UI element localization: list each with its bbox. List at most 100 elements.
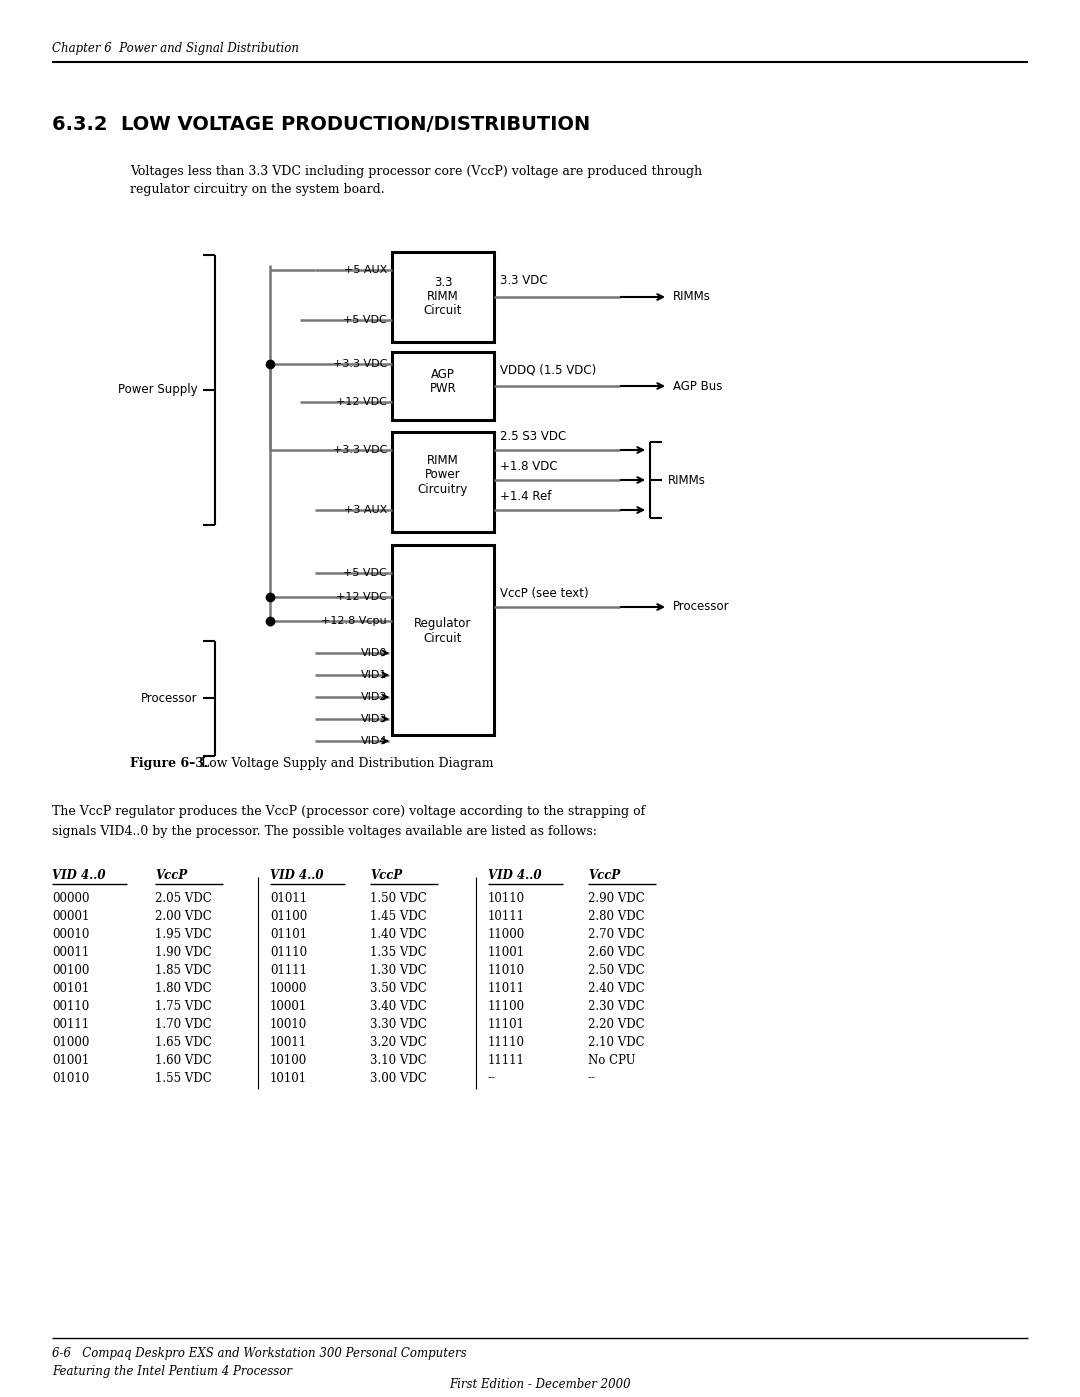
Text: 6-6   Compaq Deskpro EXS and Workstation 300 Personal Computers: 6-6 Compaq Deskpro EXS and Workstation 3… bbox=[52, 1347, 467, 1359]
Text: +5 VDC: +5 VDC bbox=[343, 569, 387, 578]
Text: 2.5 S3 VDC: 2.5 S3 VDC bbox=[500, 429, 566, 443]
Text: 01110: 01110 bbox=[270, 946, 307, 958]
Text: 1.50 VDC: 1.50 VDC bbox=[370, 891, 427, 904]
Text: 2.10 VDC: 2.10 VDC bbox=[588, 1035, 645, 1049]
Text: 00011: 00011 bbox=[52, 946, 90, 958]
Text: VID 4..0: VID 4..0 bbox=[488, 869, 541, 882]
Text: Processor: Processor bbox=[673, 601, 730, 613]
Text: 10101: 10101 bbox=[270, 1071, 307, 1084]
Text: 00101: 00101 bbox=[52, 982, 90, 995]
Text: 10011: 10011 bbox=[270, 1035, 307, 1049]
Text: 1.45 VDC: 1.45 VDC bbox=[370, 909, 427, 922]
Text: Circuit: Circuit bbox=[423, 631, 462, 644]
Bar bbox=[392, 251, 494, 342]
Text: 11100: 11100 bbox=[488, 999, 525, 1013]
Text: The VccP regulator produces the VccP (processor core) voltage according to the s: The VccP regulator produces the VccP (pr… bbox=[52, 806, 645, 819]
Text: 01111: 01111 bbox=[270, 964, 307, 977]
Text: 3.50 VDC: 3.50 VDC bbox=[370, 982, 427, 995]
Text: 1.90 VDC: 1.90 VDC bbox=[156, 946, 212, 958]
Text: 10010: 10010 bbox=[270, 1017, 307, 1031]
Text: 2.40 VDC: 2.40 VDC bbox=[588, 982, 645, 995]
Text: 3.3 VDC: 3.3 VDC bbox=[500, 274, 548, 288]
Text: Low Voltage Supply and Distribution Diagram: Low Voltage Supply and Distribution Diag… bbox=[193, 757, 494, 770]
Text: RIMM: RIMM bbox=[427, 454, 459, 467]
Text: --: -- bbox=[488, 1071, 496, 1084]
Text: 01011: 01011 bbox=[270, 891, 307, 904]
Text: 00110: 00110 bbox=[52, 999, 90, 1013]
Text: 6.3.2  LOW VOLTAGE PRODUCTION/DISTRIBUTION: 6.3.2 LOW VOLTAGE PRODUCTION/DISTRIBUTIO… bbox=[52, 116, 591, 134]
Text: VDDQ (1.5 VDC): VDDQ (1.5 VDC) bbox=[500, 363, 596, 377]
Text: 10001: 10001 bbox=[270, 999, 307, 1013]
Text: VID2: VID2 bbox=[361, 692, 387, 703]
Bar bbox=[392, 352, 494, 420]
Text: 10111: 10111 bbox=[488, 909, 525, 922]
Text: signals VID4..0 by the processor. The possible voltages available are listed as : signals VID4..0 by the processor. The po… bbox=[52, 826, 597, 838]
Text: 1.35 VDC: 1.35 VDC bbox=[370, 946, 427, 958]
Text: RIMMs: RIMMs bbox=[673, 291, 711, 303]
Text: Figure 6–3.: Figure 6–3. bbox=[130, 757, 208, 770]
Text: VID3: VID3 bbox=[361, 714, 387, 724]
Text: +3 AUX: +3 AUX bbox=[343, 504, 387, 515]
Text: 3.10 VDC: 3.10 VDC bbox=[370, 1053, 427, 1066]
Bar bbox=[392, 545, 494, 735]
Text: VID0: VID0 bbox=[361, 648, 387, 658]
Text: +12 VDC: +12 VDC bbox=[336, 397, 387, 407]
Text: AGP: AGP bbox=[431, 367, 455, 380]
Text: VccP: VccP bbox=[156, 869, 187, 882]
Text: Circuitry: Circuitry bbox=[418, 483, 469, 496]
Text: VID1: VID1 bbox=[361, 671, 387, 680]
Text: VID 4..0: VID 4..0 bbox=[270, 869, 324, 882]
Text: 1.65 VDC: 1.65 VDC bbox=[156, 1035, 212, 1049]
Text: 00111: 00111 bbox=[52, 1017, 90, 1031]
Text: 11111: 11111 bbox=[488, 1053, 525, 1066]
Text: +5 AUX: +5 AUX bbox=[343, 265, 387, 275]
Text: +12 VDC: +12 VDC bbox=[336, 592, 387, 602]
Text: 2.30 VDC: 2.30 VDC bbox=[588, 999, 645, 1013]
Text: 11001: 11001 bbox=[488, 946, 525, 958]
Text: 1.95 VDC: 1.95 VDC bbox=[156, 928, 212, 940]
Text: 2.70 VDC: 2.70 VDC bbox=[588, 928, 645, 940]
Text: Power Supply: Power Supply bbox=[119, 384, 198, 397]
Text: First Edition - December 2000: First Edition - December 2000 bbox=[449, 1379, 631, 1391]
Text: 10110: 10110 bbox=[488, 891, 525, 904]
Text: Voltages less than 3.3 VDC including processor core (VccP) voltage are produced : Voltages less than 3.3 VDC including pro… bbox=[130, 165, 702, 179]
Text: 2.60 VDC: 2.60 VDC bbox=[588, 946, 645, 958]
Text: +5 VDC: +5 VDC bbox=[343, 314, 387, 326]
Text: 00010: 00010 bbox=[52, 928, 90, 940]
Text: +12.8 Vcpu: +12.8 Vcpu bbox=[322, 616, 387, 626]
Text: 10100: 10100 bbox=[270, 1053, 307, 1066]
Text: VID4: VID4 bbox=[361, 736, 387, 746]
Text: 1.70 VDC: 1.70 VDC bbox=[156, 1017, 212, 1031]
Text: +1.8 VDC: +1.8 VDC bbox=[500, 460, 557, 472]
Text: Chapter 6  Power and Signal Distribution: Chapter 6 Power and Signal Distribution bbox=[52, 42, 299, 54]
Text: 1.80 VDC: 1.80 VDC bbox=[156, 982, 212, 995]
Text: 3.20 VDC: 3.20 VDC bbox=[370, 1035, 427, 1049]
Text: 1.60 VDC: 1.60 VDC bbox=[156, 1053, 212, 1066]
Text: 11101: 11101 bbox=[488, 1017, 525, 1031]
Text: VccP: VccP bbox=[588, 869, 620, 882]
Text: 11000: 11000 bbox=[488, 928, 525, 940]
Text: Regulator: Regulator bbox=[415, 616, 472, 630]
Text: 2.00 VDC: 2.00 VDC bbox=[156, 909, 212, 922]
Text: 10000: 10000 bbox=[270, 982, 308, 995]
Text: 3.30 VDC: 3.30 VDC bbox=[370, 1017, 427, 1031]
Text: 2.80 VDC: 2.80 VDC bbox=[588, 909, 645, 922]
Text: 01001: 01001 bbox=[52, 1053, 90, 1066]
Text: Processor: Processor bbox=[141, 692, 198, 704]
Text: Featuring the Intel Pentium 4 Processor: Featuring the Intel Pentium 4 Processor bbox=[52, 1365, 292, 1377]
Text: 01000: 01000 bbox=[52, 1035, 90, 1049]
Text: 1.55 VDC: 1.55 VDC bbox=[156, 1071, 212, 1084]
Text: 1.30 VDC: 1.30 VDC bbox=[370, 964, 427, 977]
Text: --: -- bbox=[588, 1071, 596, 1084]
Text: 11011: 11011 bbox=[488, 982, 525, 995]
Text: 3.3: 3.3 bbox=[434, 275, 453, 289]
Text: 01101: 01101 bbox=[270, 928, 307, 940]
Text: 1.40 VDC: 1.40 VDC bbox=[370, 928, 427, 940]
Text: 2.90 VDC: 2.90 VDC bbox=[588, 891, 645, 904]
Text: 01010: 01010 bbox=[52, 1071, 90, 1084]
Text: 3.00 VDC: 3.00 VDC bbox=[370, 1071, 427, 1084]
Text: +3.3 VDC: +3.3 VDC bbox=[333, 446, 387, 455]
Text: VID 4..0: VID 4..0 bbox=[52, 869, 106, 882]
Text: +1.4 Ref: +1.4 Ref bbox=[500, 489, 552, 503]
Text: 2.50 VDC: 2.50 VDC bbox=[588, 964, 645, 977]
